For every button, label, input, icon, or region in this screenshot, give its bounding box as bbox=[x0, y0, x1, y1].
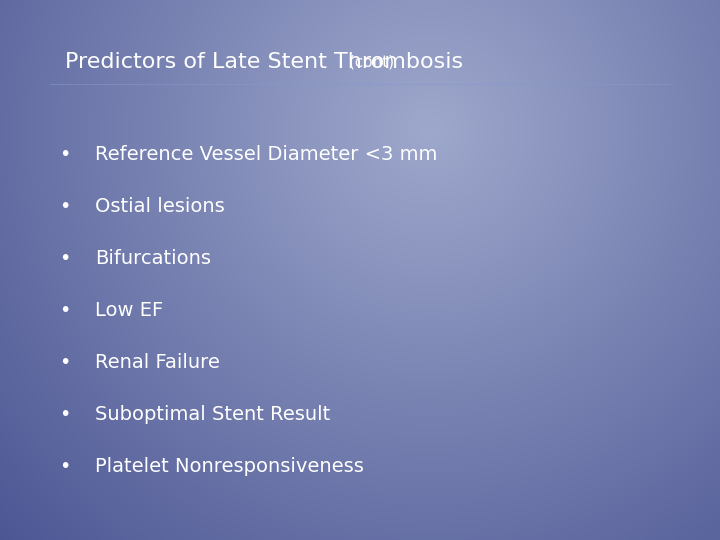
Text: •: • bbox=[59, 406, 71, 424]
Text: (cont): (cont) bbox=[344, 55, 394, 70]
Text: •: • bbox=[59, 354, 71, 373]
Text: Bifurcations: Bifurcations bbox=[95, 249, 211, 268]
Text: Suboptimal Stent Result: Suboptimal Stent Result bbox=[95, 406, 330, 424]
Text: •: • bbox=[59, 249, 71, 268]
Text: •: • bbox=[59, 457, 71, 476]
Text: Reference Vessel Diameter <3 mm: Reference Vessel Diameter <3 mm bbox=[95, 145, 437, 165]
Text: Renal Failure: Renal Failure bbox=[95, 354, 220, 373]
Text: Platelet Nonresponsiveness: Platelet Nonresponsiveness bbox=[95, 457, 364, 476]
Text: •: • bbox=[59, 301, 71, 321]
Text: Predictors of Late Stent Thrombosis: Predictors of Late Stent Thrombosis bbox=[65, 52, 463, 72]
Text: Low EF: Low EF bbox=[95, 301, 163, 321]
Text: •: • bbox=[59, 145, 71, 165]
Text: Ostial lesions: Ostial lesions bbox=[95, 198, 225, 217]
Text: •: • bbox=[59, 198, 71, 217]
